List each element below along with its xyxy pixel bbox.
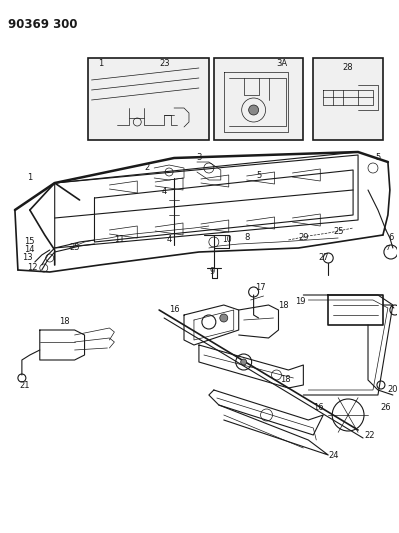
Text: 14: 14 (25, 246, 35, 254)
Text: 4: 4 (162, 188, 167, 197)
Text: 27: 27 (318, 254, 328, 262)
Text: 8: 8 (244, 233, 249, 243)
Text: 6: 6 (388, 233, 393, 243)
Text: 3A: 3A (277, 60, 287, 69)
Text: 18: 18 (280, 376, 291, 384)
Text: 13: 13 (22, 254, 33, 262)
Text: 25: 25 (69, 244, 80, 253)
Text: 17: 17 (255, 282, 266, 292)
Text: 90369 300: 90369 300 (8, 18, 77, 31)
Text: 21: 21 (20, 381, 30, 390)
Text: 25: 25 (333, 228, 344, 237)
Text: 29: 29 (298, 233, 308, 243)
Text: 4: 4 (166, 236, 172, 245)
Text: 16: 16 (313, 403, 324, 413)
Bar (87, 58, 209, 140)
Text: 1: 1 (99, 60, 104, 69)
Text: 5: 5 (375, 154, 381, 163)
Text: 2: 2 (144, 164, 150, 173)
Text: 3: 3 (196, 154, 201, 163)
Circle shape (241, 359, 247, 365)
Text: 22: 22 (365, 431, 375, 440)
Text: 18: 18 (278, 301, 289, 310)
Circle shape (220, 314, 228, 322)
Text: 10: 10 (222, 236, 231, 245)
Text: 28: 28 (343, 63, 354, 72)
Text: 16: 16 (169, 305, 180, 314)
Text: 19: 19 (295, 297, 306, 306)
Text: 18: 18 (59, 318, 70, 327)
Text: 5: 5 (256, 171, 261, 180)
Text: 24: 24 (328, 450, 338, 459)
Text: 12: 12 (28, 263, 38, 272)
Text: 23: 23 (159, 60, 170, 69)
Text: 26: 26 (381, 403, 391, 413)
Circle shape (249, 105, 259, 115)
Text: 7: 7 (386, 245, 390, 251)
Text: 9: 9 (209, 268, 215, 277)
Bar (214, 58, 303, 140)
Text: 11: 11 (114, 236, 124, 245)
Text: 1: 1 (27, 174, 32, 182)
Text: 15: 15 (25, 238, 35, 246)
Text: 20: 20 (387, 385, 398, 394)
Bar (313, 58, 383, 140)
